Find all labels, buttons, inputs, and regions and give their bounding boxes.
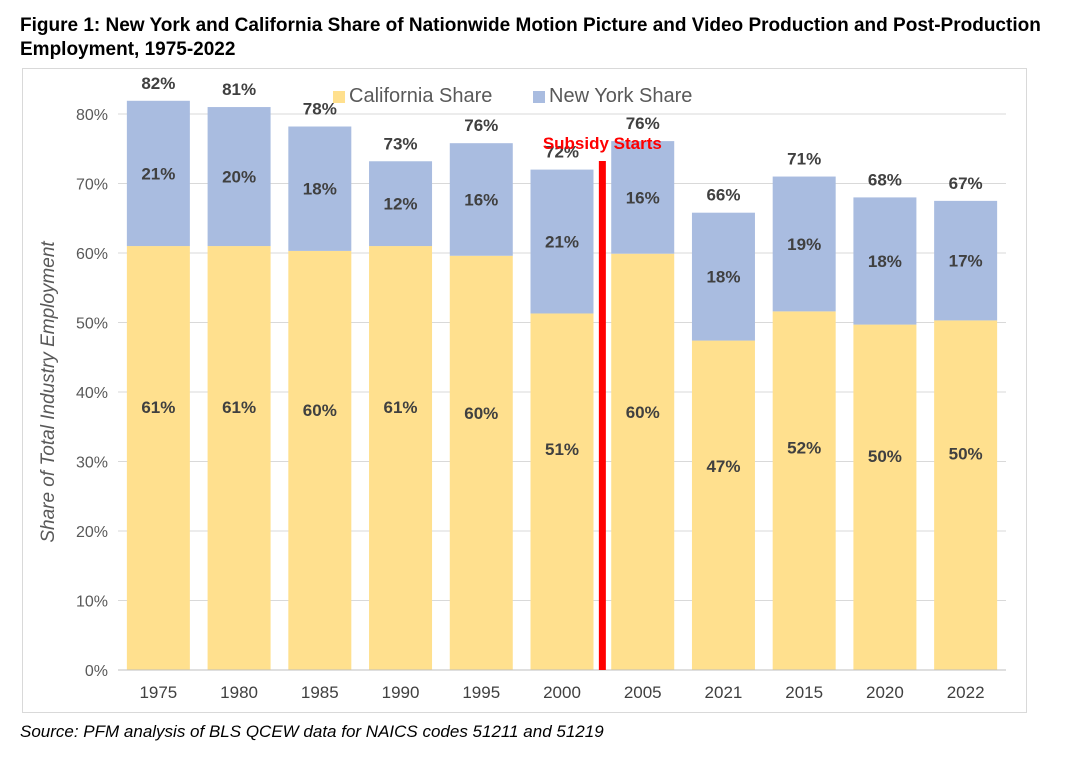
x-tick-label: 2021	[705, 683, 743, 702]
data-label-california: 61%	[141, 398, 175, 417]
y-tick-label: 50%	[76, 316, 108, 333]
data-label-new-york: 20%	[222, 168, 256, 187]
y-tick-label: 40%	[76, 385, 108, 402]
data-label-california: 47%	[706, 457, 740, 476]
bar-new-york	[207, 107, 271, 247]
data-label-new-york: 17%	[949, 252, 983, 271]
x-tick-label: 1985	[301, 683, 339, 702]
bar-california	[611, 253, 675, 670]
legend-swatch	[533, 91, 545, 103]
y-tick-label: 70%	[76, 177, 108, 194]
subsidy-start-label: Subsidy Starts	[543, 134, 662, 153]
y-tick-label: 60%	[76, 246, 108, 263]
data-label-new-york: 21%	[141, 164, 175, 183]
data-label-total: 76%	[464, 116, 498, 135]
bar-new-york	[934, 200, 998, 321]
bar-new-york	[611, 141, 675, 254]
y-tick-label: 30%	[76, 455, 108, 472]
bar-california	[207, 246, 271, 671]
legend-swatch	[333, 91, 345, 103]
y-tick-label: 80%	[76, 107, 108, 124]
data-label-new-york: 12%	[384, 195, 418, 214]
bar-california	[934, 320, 998, 670]
bar-california	[126, 246, 190, 671]
y-tick-label: 10%	[76, 594, 108, 611]
data-label-total: 71%	[787, 150, 821, 169]
data-label-california: 61%	[384, 398, 418, 417]
x-tick-label: 2005	[624, 683, 662, 702]
bar-california	[369, 246, 433, 671]
bar-new-york	[126, 100, 190, 247]
data-label-new-york: 18%	[303, 180, 337, 199]
chart-area: 0% 10% 20% 30% 40% 50% 60% 70% 80% Share of Total…	[22, 68, 1027, 713]
x-tick-label: 1990	[382, 683, 420, 702]
data-label-total: 82%	[141, 74, 175, 93]
data-label-new-york: 18%	[706, 268, 740, 287]
bar-california	[288, 250, 352, 671]
data-label-california: 60%	[464, 404, 498, 423]
data-label-total: 81%	[222, 80, 256, 99]
data-label-california: 60%	[626, 403, 660, 422]
bar-new-york	[691, 212, 755, 341]
x-tick-label: 2000	[543, 683, 581, 702]
data-label-total: 73%	[384, 134, 418, 153]
data-label-california: 51%	[545, 440, 579, 459]
y-axis-title: Share of Total Industry Employment	[38, 241, 59, 543]
data-label-total: 72%	[545, 143, 579, 162]
bar-new-york	[772, 176, 836, 312]
x-tick-label: 2022	[947, 683, 985, 702]
x-tick-label: 1995	[462, 683, 500, 702]
legend-label: California Share	[349, 85, 492, 107]
y-tick-label: 20%	[76, 524, 108, 541]
data-label-california: 60%	[303, 401, 337, 420]
bar-new-york	[369, 161, 433, 247]
data-label-total: 66%	[706, 186, 740, 205]
data-label-new-york: 16%	[626, 188, 660, 207]
data-label-total: 76%	[626, 114, 660, 133]
bar-california	[853, 324, 917, 670]
bar-new-york	[288, 126, 352, 251]
x-tick-label: 1980	[220, 683, 258, 702]
stacked-bar-chart: 0% 10% 20% 30% 40% 50% 60% 70% 80% Share of Total…	[38, 74, 1006, 702]
bar-california	[449, 255, 513, 670]
bar-california	[530, 313, 594, 670]
figure-title: Figure 1: New York and California Share …	[20, 15, 1041, 60]
bar-california	[772, 311, 836, 670]
bar-new-york	[530, 169, 594, 314]
data-label-new-york: 21%	[545, 233, 579, 252]
data-label-california: 50%	[949, 444, 983, 463]
bar-new-york	[853, 197, 917, 325]
y-tick-label: 0%	[85, 663, 108, 680]
data-label-total: 67%	[949, 174, 983, 193]
bar-california	[691, 340, 755, 670]
bar-new-york	[449, 143, 513, 256]
data-label-new-york: 19%	[787, 235, 821, 254]
data-label-california: 50%	[868, 447, 902, 466]
x-tick-label: 2015	[785, 683, 823, 702]
data-label-new-york: 18%	[868, 252, 902, 271]
x-tick-label: 1975	[139, 683, 177, 702]
data-label-total: 78%	[303, 100, 337, 119]
legend-label: New York Share	[549, 85, 692, 107]
data-label-california: 61%	[222, 398, 256, 417]
data-label-california: 52%	[787, 439, 821, 458]
source-note: Source: PFM analysis of BLS QCEW data fo…	[20, 722, 604, 741]
data-label-total: 68%	[868, 170, 902, 189]
data-label-new-york: 16%	[464, 190, 498, 209]
x-tick-label: 2020	[866, 683, 904, 702]
